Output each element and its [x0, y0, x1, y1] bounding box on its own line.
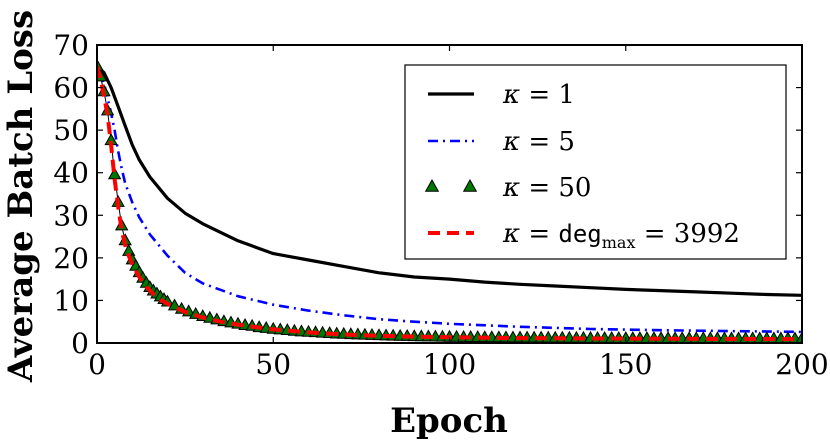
legend-label-rest: = 5: [520, 127, 575, 157]
series-group: [97, 58, 802, 343]
x-tick-label: 100: [423, 348, 476, 381]
legend: κ = 1κ = 5κ = 50κ = degmax = 3992: [404, 64, 787, 260]
y-tick-label: 60: [53, 72, 89, 105]
y-tick-label: 50: [53, 114, 89, 147]
legend-swatch-kappa-50: [462, 178, 478, 192]
x-tick-label: 0: [88, 348, 106, 381]
legend-label-var: κ: [502, 219, 520, 249]
y-tick-label: 30: [53, 199, 89, 232]
legend-label-var: κ: [502, 127, 520, 157]
legend-label: κ = 1: [502, 80, 575, 110]
legend-label: κ = degmax = 3992: [502, 219, 740, 252]
legend-label-rest: =: [520, 219, 558, 249]
axis-ticks: 0 50 100 150 200 0 10 20 30 40 50 60 70: [53, 29, 828, 381]
legend-label-mono: deg: [558, 220, 601, 248]
x-tick-label: 200: [775, 348, 828, 381]
series-kappa-1-line: [97, 65, 802, 297]
series-kappa-50-point: [795, 331, 802, 343]
legend-label-rest: = 50: [520, 173, 591, 203]
y-axis-title: Average Batch Loss: [1, 10, 41, 383]
x-tick-label: 50: [255, 348, 291, 381]
x-axis-title: Epoch: [390, 401, 508, 441]
series-kappa-50-point: [203, 310, 217, 323]
legend-label-sub: max: [602, 233, 636, 252]
y-tick-label: 10: [53, 284, 89, 317]
x-tick-label: 150: [599, 348, 652, 381]
legend-swatch-kappa-50: [424, 178, 440, 192]
legend-label: κ = 50: [502, 173, 591, 203]
series-kappa-5-line: [97, 65, 802, 334]
legend-label-var: κ: [502, 173, 520, 203]
legend-label-rest: = 1: [520, 80, 575, 110]
y-tick-label: 70: [53, 29, 89, 62]
legend-label-var: κ: [502, 80, 520, 110]
legend-label: κ = 5: [502, 127, 575, 157]
series-kappa-50-point: [107, 167, 122, 180]
legend-box: [404, 64, 787, 260]
plot-content: [97, 58, 802, 343]
y-tick-label: 20: [53, 242, 89, 275]
y-tick-label: 0: [71, 327, 89, 360]
y-tick-label: 40: [53, 157, 89, 190]
legend-label-tail: = 3992: [635, 219, 739, 249]
